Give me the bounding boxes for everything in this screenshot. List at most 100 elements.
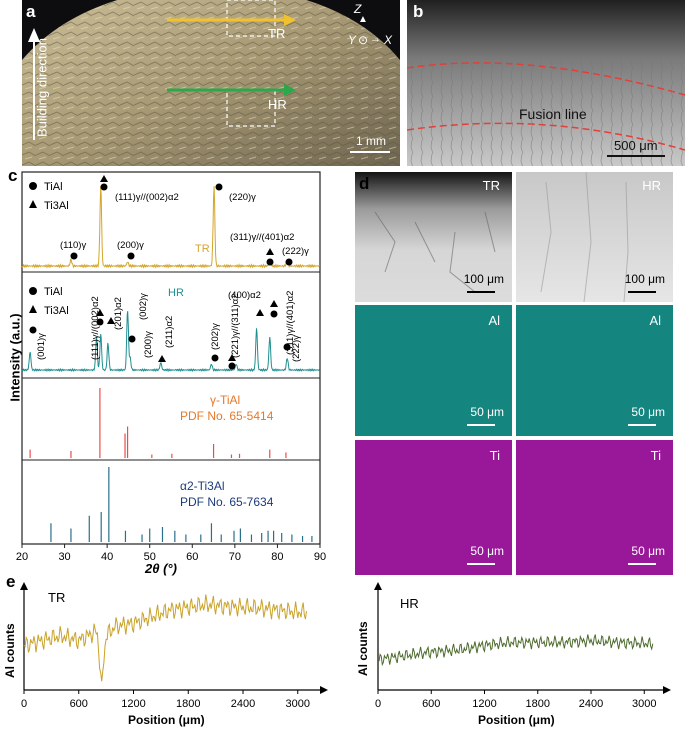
- al-x-tick-label: 2400: [579, 698, 603, 710]
- xrd-x-tick-label: 90: [314, 551, 326, 563]
- hr-peak-marker: [96, 318, 104, 326]
- tr-peak-marker: [215, 183, 223, 191]
- d-al-label-hr: Al: [649, 313, 661, 328]
- hr-peak-label: (221)γ//(311)α2: [230, 294, 241, 358]
- al-x-tick-label: 1200: [472, 698, 496, 710]
- tr-peak-marker: [127, 252, 135, 260]
- hr-al-series-line: [377, 634, 654, 667]
- axis-z-arrow-icon: ▲: [358, 14, 368, 25]
- d-tr-scale-label: 100 μm: [463, 272, 504, 286]
- hr-peak-label: (202)γ: [210, 323, 221, 350]
- ehr-ylabel: Al counts: [356, 621, 370, 676]
- hr-peak-marker: [96, 309, 104, 316]
- d-hr-texture: [540, 172, 656, 302]
- ehr-xlabel: Position (μm): [478, 713, 555, 727]
- d-al-map-tr: Al 50 μm: [355, 305, 512, 436]
- panel-a-image: [22, 0, 400, 166]
- al-x-tick-label: 2400: [231, 698, 255, 710]
- panel-b: b Fusion line 500 μm: [406, 0, 685, 166]
- tr-peak-marker: [70, 252, 78, 260]
- alpha-ref-pdf: PDF No. 65-7634: [180, 495, 274, 509]
- xrd-x-tick-label: 70: [229, 551, 241, 563]
- hr-peak-markers: [29, 300, 291, 370]
- hr-peak-label: (200)γ: [143, 331, 154, 358]
- xrd-x-tick-label: 60: [186, 551, 198, 563]
- hr-peak-label: (222)γ: [291, 335, 302, 362]
- d-ti-map-hr-noise: [516, 440, 673, 575]
- d-tr-texture: [374, 211, 496, 293]
- al-x-tick-label: 3000: [286, 698, 310, 710]
- xrd-chart: 20 30 40 50 60 70 80 90 TiAl Ti3Al TR (110)γ (1…: [16, 171, 326, 563]
- tr-peak-label: (222)γ: [282, 246, 309, 257]
- tr-legend-ti3al: Ti3Al: [44, 200, 69, 212]
- hr-xrd-series-line: [21, 311, 321, 373]
- d-al-label-tr: Al: [488, 313, 500, 328]
- tr-peak-label: (200)γ: [117, 240, 144, 251]
- d-hr-label: HR: [642, 178, 661, 193]
- hr-peak-label: (002)γ: [138, 293, 149, 320]
- panel-d-label: d: [359, 174, 370, 193]
- alpha-ref-name: α2-Ti3Al: [180, 479, 225, 493]
- d-ti-scale-tr: 50 μm: [470, 544, 504, 558]
- d-ti-label-hr: Ti: [650, 448, 661, 463]
- al-x-tick-label: 3000: [632, 698, 656, 710]
- tr-peak-marker: [100, 183, 108, 191]
- xrd-xlabel: 2θ (°): [145, 561, 177, 576]
- xrd-x-tick-label: 40: [101, 551, 113, 563]
- hr-peak-marker: [107, 317, 115, 324]
- d-hr-micrograph: HR 100 μm: [516, 172, 673, 302]
- d-ti-scale-hr: 50 μm: [631, 544, 665, 558]
- d-ti-map-tr: Ti 50 μm: [355, 440, 512, 575]
- xrd-x-tick-label: 20: [16, 551, 28, 563]
- al-x-tick-label: 0: [21, 698, 27, 710]
- al-x-tick-label: 0: [375, 698, 381, 710]
- panel-a-scale-label: 1 mm: [356, 134, 386, 148]
- tr-peak-marker: [266, 248, 274, 255]
- fusion-line-label: Fusion line: [519, 106, 587, 122]
- tr-peak-label: (311)γ//(401)α2: [230, 232, 294, 243]
- panel-a-label: a: [26, 2, 36, 21]
- d-al-map-hr-noise: [516, 305, 673, 436]
- gamma-ref-pdf: PDF No. 65-5414: [180, 409, 274, 423]
- al-x-tick-label: 600: [422, 698, 440, 710]
- hr-peak-label: (211)α2: [164, 316, 175, 348]
- etr-xlabel: Position (μm): [128, 713, 205, 727]
- d-ti-map-tr-noise: [355, 440, 512, 575]
- etr-ylabel: Al counts: [3, 623, 17, 678]
- panel-c-label: c: [8, 166, 18, 185]
- hr-legend-ti3al-marker: [29, 305, 37, 313]
- etr-y-arrow-icon: [20, 582, 28, 590]
- hr-peak-marker: [228, 354, 236, 361]
- al-x-tick-label: 1200: [121, 698, 145, 710]
- hr-peak-marker: [270, 310, 278, 318]
- al-x-tick-label: 1800: [176, 698, 200, 710]
- ehr-title: HR: [400, 596, 419, 611]
- hr-peak-label: (111)γ//(002)α2: [90, 296, 101, 360]
- d-al-map-tr-noise: [355, 305, 512, 436]
- axis-z-label: Z: [354, 2, 362, 16]
- tr-al-series-line: [23, 594, 307, 682]
- xrd-x-tick-label: 80: [271, 551, 283, 563]
- etr-title: TR: [48, 590, 65, 605]
- panel-a-hr-label: HR: [268, 97, 287, 112]
- axis-x-arrow-icon: →: [370, 33, 381, 45]
- al-profile-tr-chart: 0 600 1200 1800 2400 3000 TR Al counts Positi…: [3, 582, 328, 727]
- axis-origin-icon: ⊙: [358, 33, 369, 47]
- hr-peak-label: (400)α2: [228, 290, 261, 301]
- d-al-scale-tr: 50 μm: [470, 405, 504, 419]
- hr-peak-marker: [128, 335, 136, 343]
- d-al-map-hr: Al 50 μm: [516, 305, 673, 436]
- xrd-frame: [21, 171, 321, 545]
- hr-peak-label: (001)γ: [36, 333, 47, 360]
- gamma-ref-name: γ-TiAl: [210, 393, 240, 407]
- tr-legend-tial-marker: [29, 182, 37, 190]
- hr-legend-ti3al: Ti3Al: [44, 305, 69, 317]
- panel-b-label: b: [413, 2, 424, 21]
- d-tr-micrograph: TR 100 μm: [355, 172, 512, 302]
- panel-a: a Building direction TR HR 1 mm Z ▲ Y ⊙ …: [22, 0, 400, 166]
- al-x-tick-label: 1800: [526, 698, 550, 710]
- hr-peak-label: (201)α2: [113, 297, 124, 330]
- d-tr-label: TR: [482, 178, 500, 193]
- tr-peak-label: (111)γ//(002)α2: [115, 192, 179, 203]
- d-ti-label-tr: Ti: [489, 448, 500, 463]
